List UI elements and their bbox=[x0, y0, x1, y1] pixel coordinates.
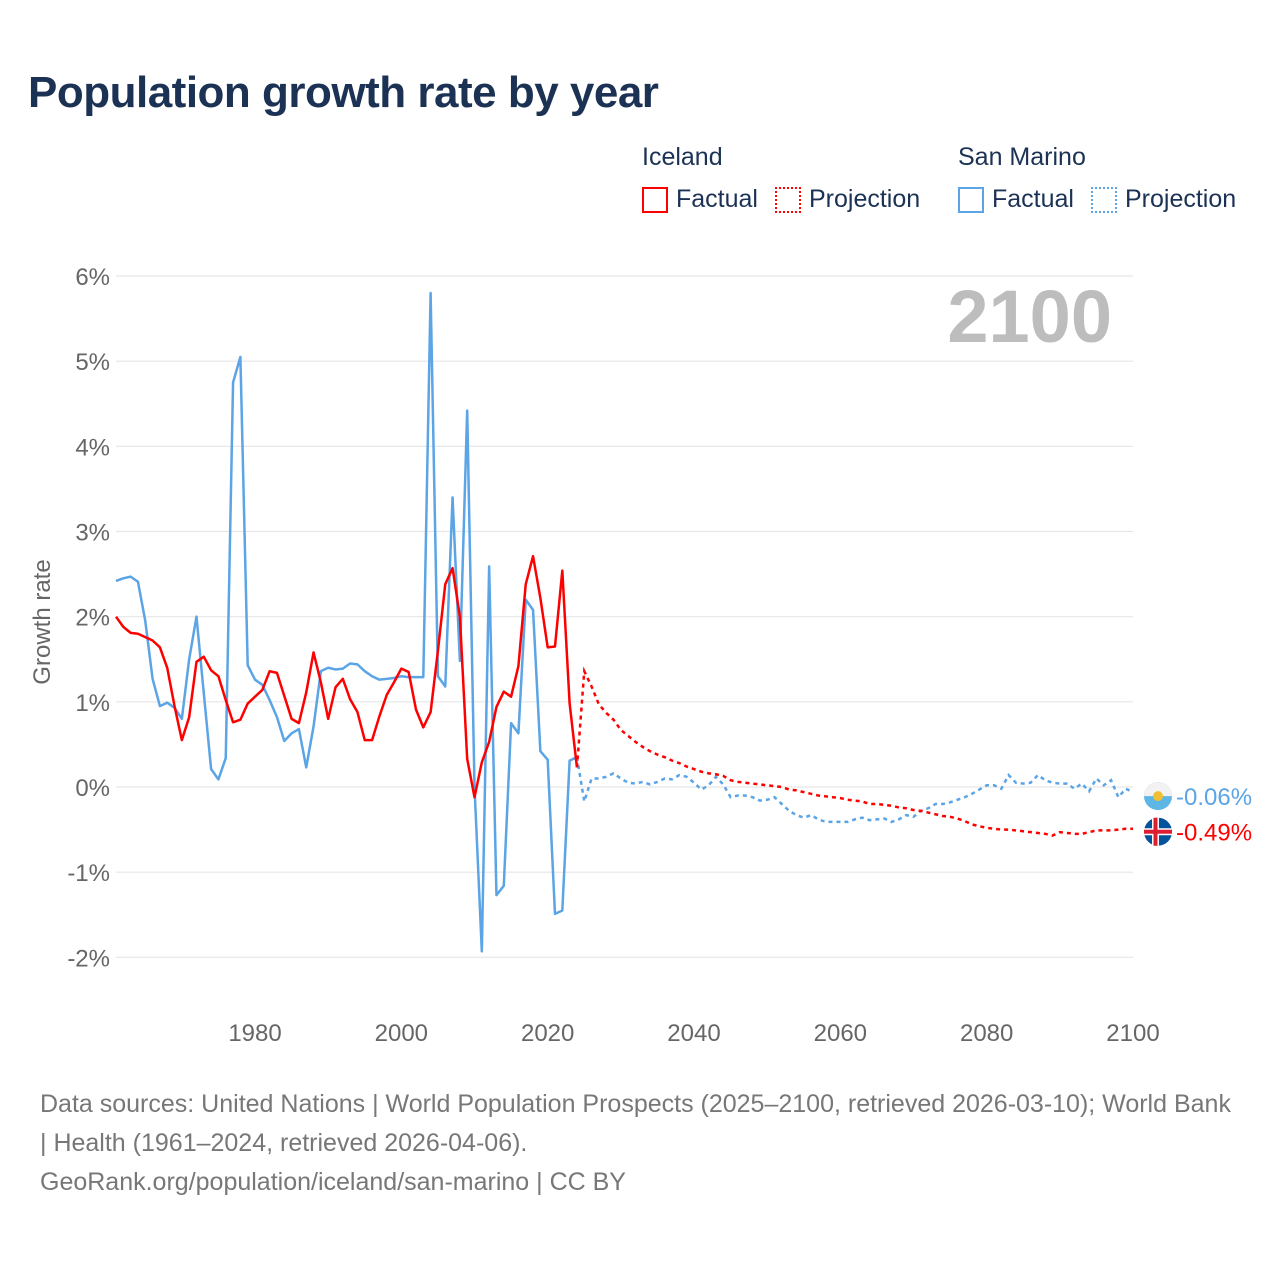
source-link[interactable]: GeoRank.org/population/iceland/san-marin… bbox=[40, 1168, 626, 1196]
legend-label: Factual bbox=[676, 185, 758, 213]
legend-label: Projection bbox=[809, 185, 921, 213]
x-tick-label: 2020 bbox=[521, 1020, 574, 1047]
legend-san-marino-projection[interactable]: Projection bbox=[1091, 185, 1236, 214]
y-tick-label: 1% bbox=[75, 690, 110, 717]
x-tick-label: 2060 bbox=[814, 1020, 867, 1047]
san-marino-end-label: -0.06% bbox=[1176, 784, 1252, 811]
y-axis-label: Growth rate bbox=[29, 559, 56, 684]
source-text: Data sources: United Nations | World Pop… bbox=[40, 1090, 1231, 1157]
x-tick-label: 2040 bbox=[667, 1020, 720, 1047]
y-tick-label: 2% bbox=[75, 605, 110, 632]
y-tick-label: 5% bbox=[75, 349, 110, 376]
x-tick-label: 1980 bbox=[228, 1020, 281, 1047]
y-tick-label: -2% bbox=[67, 945, 110, 972]
iceland-factual-line bbox=[114, 554, 579, 799]
y-tick-label: 3% bbox=[75, 520, 110, 547]
legend-label: Projection bbox=[1125, 185, 1237, 213]
legend-swatch-dotted bbox=[775, 186, 801, 213]
legend-swatch-solid bbox=[642, 186, 668, 213]
legend-san-marino-factual[interactable]: Factual bbox=[958, 185, 1074, 214]
y-tick-label: 0% bbox=[75, 775, 110, 802]
legend-group-label: Iceland bbox=[642, 143, 723, 171]
san-marino-factual-line bbox=[115, 291, 578, 953]
x-tick-label: 2080 bbox=[960, 1020, 1013, 1047]
x-tick-label: 2100 bbox=[1106, 1020, 1159, 1047]
legend-swatch-solid bbox=[958, 186, 984, 213]
legend-label: Factual bbox=[992, 185, 1074, 213]
y-tick-label: 4% bbox=[75, 434, 110, 461]
iceland-flag-icon bbox=[1144, 817, 1172, 846]
y-tick-label: 6% bbox=[75, 264, 110, 291]
chart-title: Population growth rate by year bbox=[28, 68, 659, 117]
san-marino-flag-icon bbox=[1144, 782, 1172, 811]
iceland-end-label: -0.49% bbox=[1176, 820, 1252, 847]
iceland-projection-line bbox=[575, 666, 1133, 837]
legend-iceland-projection[interactable]: Projection bbox=[775, 185, 920, 214]
legend-swatch-dotted bbox=[1091, 186, 1117, 213]
y-tick-label: -1% bbox=[67, 860, 110, 887]
x-tick-label: 2000 bbox=[375, 1020, 428, 1047]
year-label: 2100 bbox=[947, 275, 1112, 358]
chart-plot: -2% -1% 0% 1% 2% 3% 4% 5% 6% 1980 2000 2020 2040 2060… bbox=[29, 264, 1252, 1047]
source-note: Data sources: United Nations | World Pop… bbox=[40, 1085, 1240, 1202]
san-marino-projection-line bbox=[575, 756, 1134, 824]
legend-group-label: San Marino bbox=[958, 143, 1086, 171]
legend-iceland-factual[interactable]: Factual bbox=[642, 185, 758, 214]
